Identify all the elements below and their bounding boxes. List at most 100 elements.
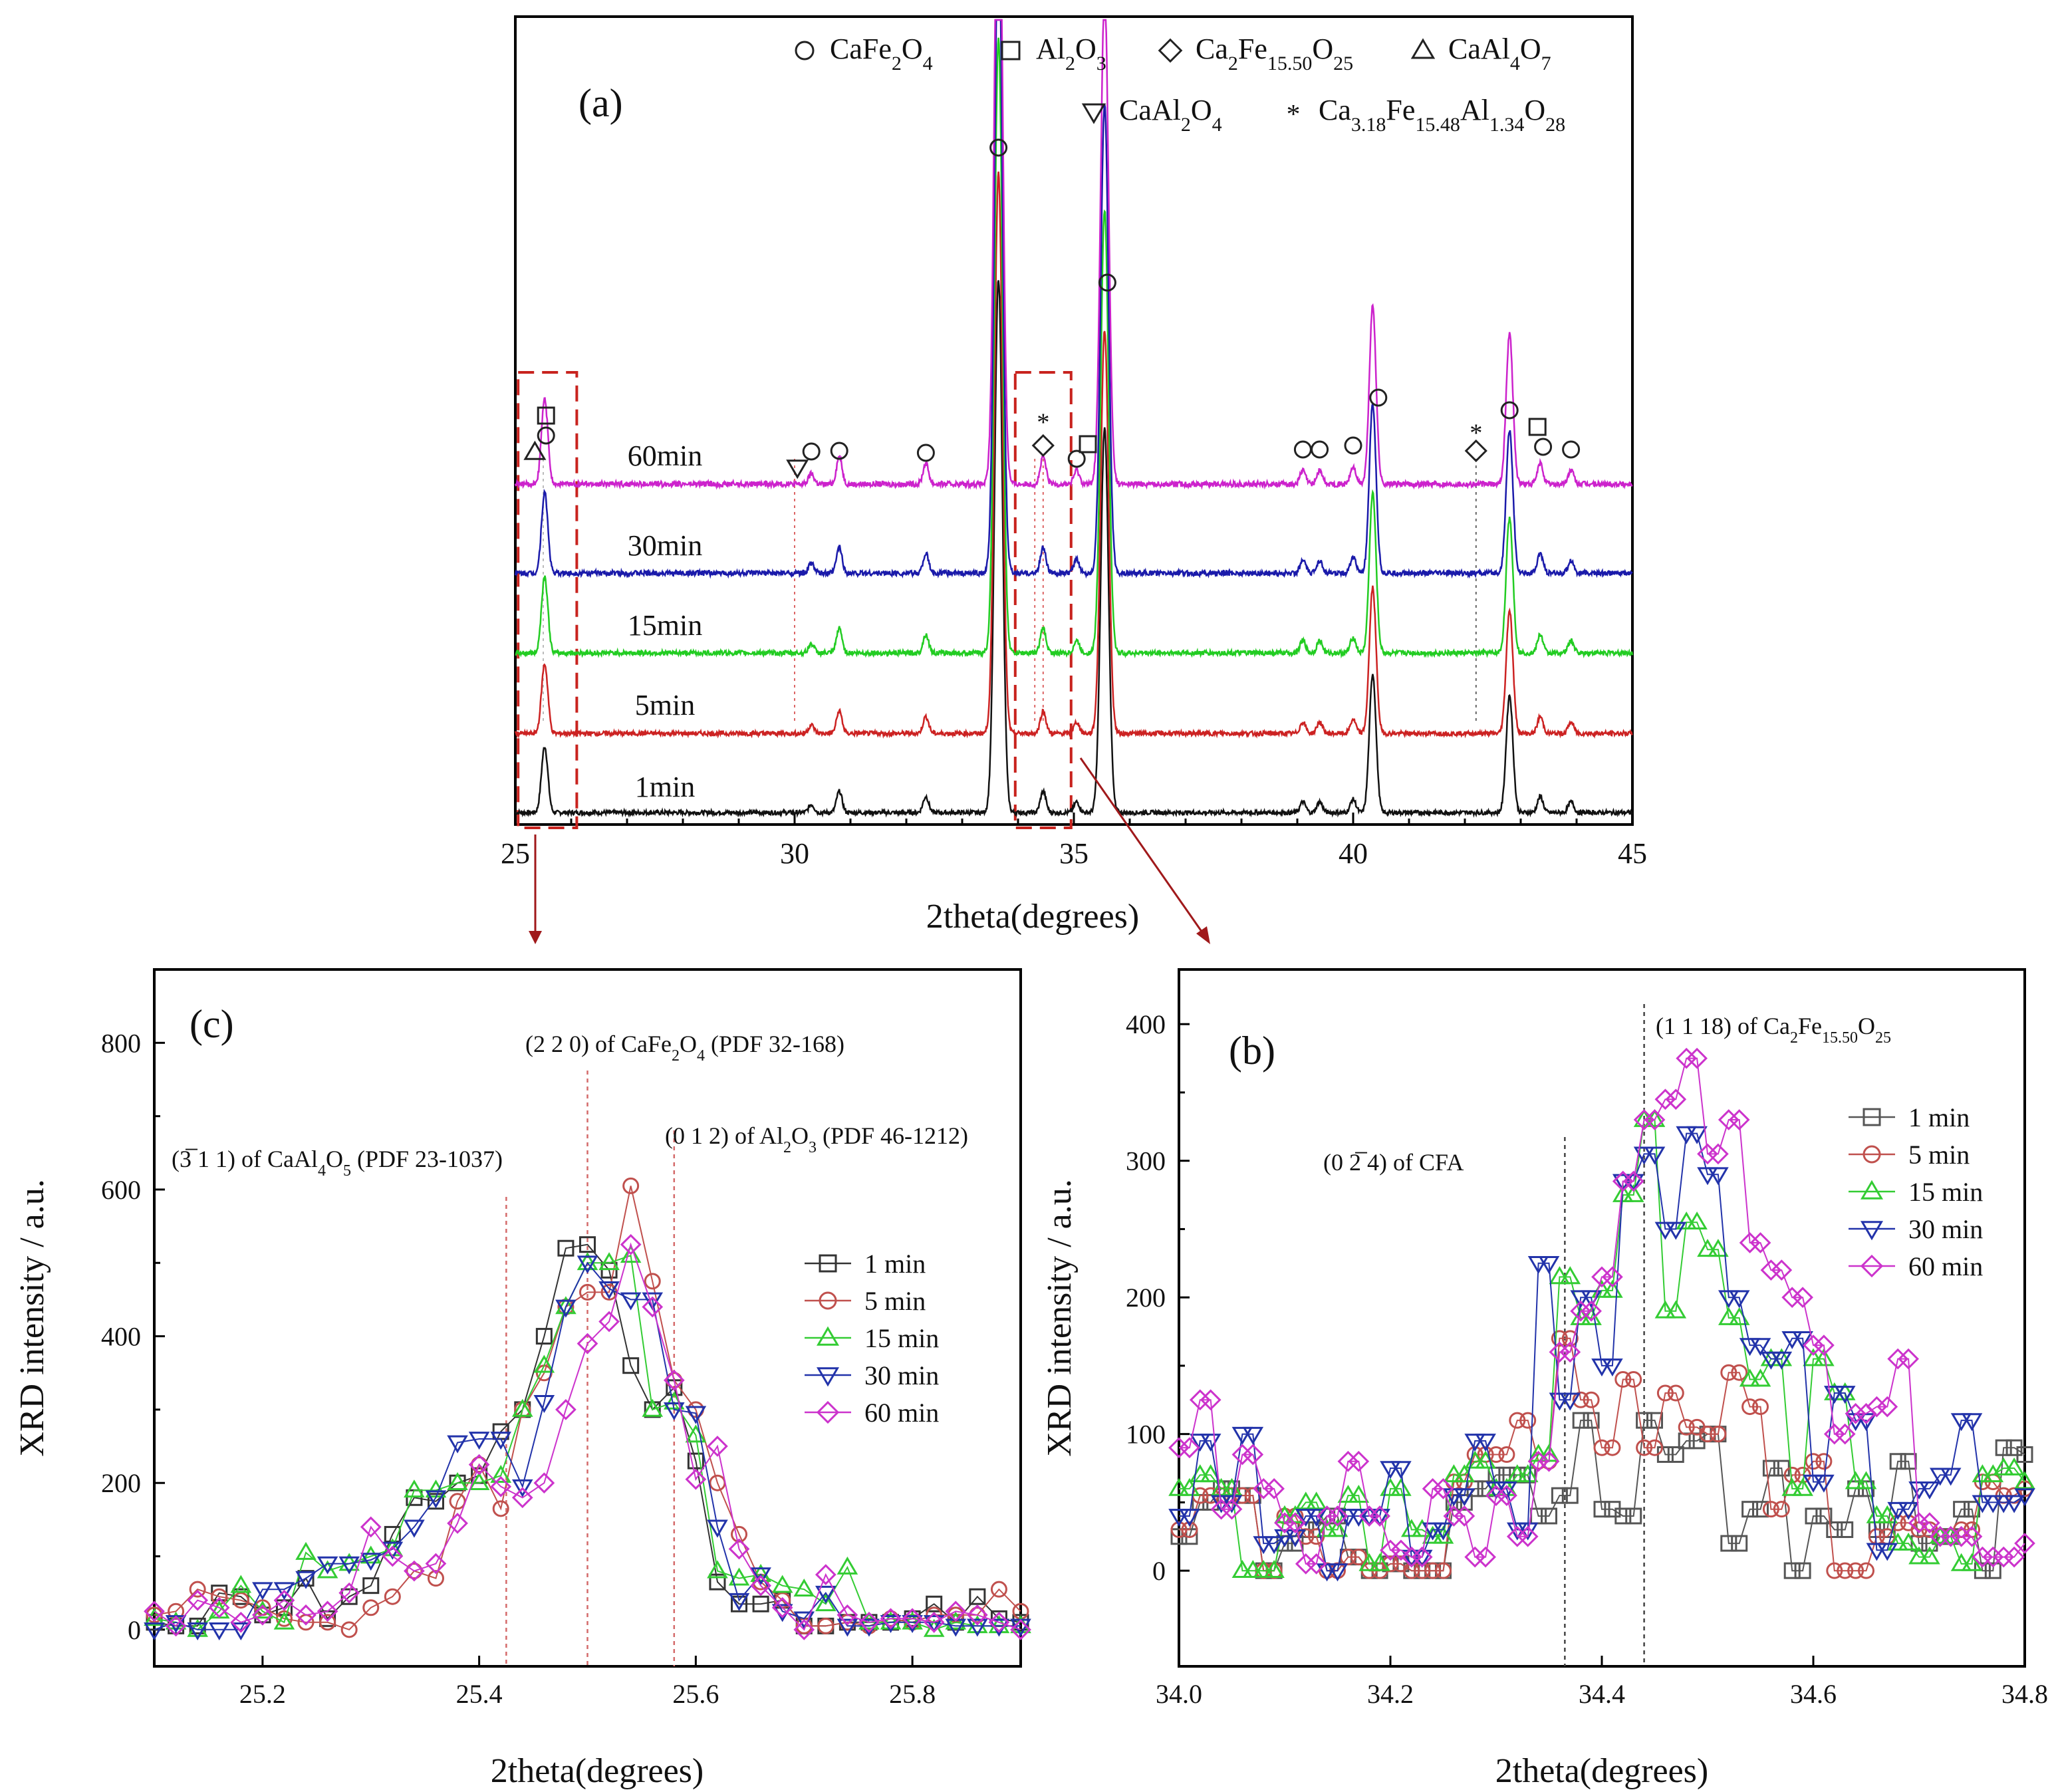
- panel-b-x-tick-label: 34.0: [1156, 1679, 1202, 1709]
- panel-a-marker-circle: [1534, 438, 1553, 456]
- panel-a-legend: CaFe2O4 Al2O3 Ca2Fe15.50O25 CaAl4O7 CaAl2O4 *…: [795, 33, 1565, 136]
- panel-c-point: [793, 1578, 815, 1597]
- panel-a-marker-circle: [830, 442, 848, 460]
- panel-c-point: [663, 1369, 685, 1391]
- panel-c-y-tick-label: 200: [101, 1468, 141, 1498]
- panel-b-point: [1168, 1477, 1190, 1496]
- panel-b-point: [1337, 1450, 1359, 1472]
- panel-c-point: [644, 1273, 661, 1290]
- panel-b-point: [1517, 1464, 1539, 1483]
- panel-b-point: [1773, 1501, 1790, 1518]
- panel-b-point: [1200, 1389, 1221, 1411]
- panel-b-point: [1837, 1521, 1854, 1539]
- panel-b-point: [1718, 1290, 1739, 1309]
- panel-a-marker-circle: [1562, 440, 1581, 459]
- panel-b-point: [1794, 1562, 1811, 1579]
- panel-b-series-60-min: [1168, 1047, 2035, 1575]
- panel-b-point: [1253, 1477, 1275, 1499]
- panel-c-point: [168, 1602, 185, 1620]
- panel-c-point: [252, 1604, 273, 1626]
- panel-a-label: (a): [578, 81, 623, 125]
- panel-c-x-axis-label: 2theta(degrees): [491, 1752, 704, 1790]
- panel-b-point: [2014, 1471, 2035, 1489]
- panel-b-point: [1295, 1491, 1317, 1510]
- panel-c-point: [771, 1597, 793, 1618]
- panel-c-point: [598, 1281, 620, 1300]
- panel-b-point: [1781, 1477, 1803, 1496]
- panel-b-point: [1686, 1126, 1708, 1144]
- panel-c-zoom-25: 25.2 25.4 25.6 25.8 0 200 400 600 800 (3̅ 1 1) o…: [13, 968, 1031, 1790]
- panel-b-point: [1327, 1519, 1349, 1537]
- panel-b-point: [1908, 1481, 1930, 1500]
- panel-b-point: [1667, 1384, 1684, 1402]
- panel-a-marker-circle: [1500, 401, 1519, 420]
- panel-a-x-tick-label: 30: [780, 837, 809, 870]
- panel-b-point: [1380, 1461, 1401, 1479]
- panel-a-marker-circle: [916, 444, 935, 462]
- panel-b-point: [1242, 1559, 1264, 1579]
- panel-b-point: [1390, 1539, 1412, 1561]
- panel-b-point: [1826, 1521, 1843, 1539]
- panel-b-point: [1771, 1351, 1793, 1370]
- panel-b-point: [1435, 1562, 1452, 1579]
- panel-c-point: [557, 1239, 575, 1257]
- panel-a-phase-markers: * *: [523, 138, 1581, 479]
- panel-b-point: [1625, 1507, 1642, 1525]
- panel-b-point: [1382, 1555, 1399, 1573]
- panel-c-point: [317, 1600, 338, 1622]
- panel-b-point: [1961, 1553, 1983, 1571]
- panel-b-point: [1400, 1546, 1422, 1568]
- panel-a-curves: [514, 19, 1634, 819]
- panel-c-point: [295, 1541, 317, 1560]
- panel-c-point: [709, 1573, 726, 1591]
- panel-b-point: [1390, 1477, 1412, 1496]
- panel-a-x-tick-label: 25: [501, 837, 530, 870]
- panel-b-point: [1919, 1481, 1940, 1500]
- panel-c-point: [425, 1553, 447, 1575]
- panel-b-point: [2014, 1533, 2035, 1554]
- panel-b-legend-marker: [1860, 1254, 1884, 1278]
- panel-c-y-tick-label: 400: [101, 1322, 141, 1352]
- panel-b-point: [1316, 1563, 1338, 1582]
- panel-c-point: [663, 1402, 685, 1421]
- panel-b-legend-marker: [1863, 1108, 1881, 1126]
- panel-c-point: [750, 1563, 771, 1582]
- panel-b-point: [1887, 1532, 1909, 1551]
- panel-b-point: [1678, 1418, 1695, 1436]
- panel-a-x-tick-label: 45: [1618, 837, 1647, 870]
- panel-c-point: [340, 1621, 358, 1638]
- panel-b-point: [1327, 1505, 1349, 1527]
- panel-c-point: [406, 1563, 423, 1580]
- panel-b-point: [1622, 1170, 1644, 1192]
- panel-a-x-tick-label: 35: [1059, 837, 1089, 870]
- panel-b-point: [1305, 1553, 1327, 1575]
- panel-b-point: [1667, 1446, 1684, 1463]
- panel-c-point: [923, 1611, 945, 1633]
- panel-b-point: [1898, 1501, 1919, 1520]
- panel-b-point: [1760, 1259, 1782, 1281]
- panel-b-point: [1348, 1484, 1370, 1503]
- panel-b-point: [1168, 1509, 1190, 1527]
- panel-b-point: [1826, 1562, 1843, 1579]
- panel-b-point: [1614, 1507, 1632, 1525]
- panel-b-point: [1834, 1423, 1856, 1445]
- panel-b-point: [1316, 1505, 1338, 1527]
- panel-c-point: [427, 1493, 444, 1510]
- panel-b-point: [1593, 1439, 1610, 1456]
- panel-c-legend-marker: [819, 1254, 837, 1273]
- panel-b-y-axis-label: XRD intensity / a.u.: [1041, 1179, 1079, 1456]
- panel-b-point: [1813, 1348, 1835, 1366]
- panel-a-legend-label: Ca2Fe15.50O25: [1196, 33, 1353, 74]
- panel-b-legend-marker: [1860, 1221, 1884, 1241]
- panel-c-point: [232, 1592, 249, 1609]
- panel-a-series-label: 5min: [635, 689, 695, 721]
- panel-b-reference-lines: (0 2̅ 4) of CFA (1 1 18) of Ca2Fe15.50O25: [1323, 1004, 1891, 1666]
- panel-b-point: [1792, 1331, 1813, 1349]
- panel-b-point: [1602, 1266, 1623, 1288]
- panel-c-point: [707, 1519, 728, 1538]
- panel-c-point: [511, 1479, 533, 1497]
- panel-a-marker-diamond: [1464, 439, 1487, 463]
- panel-b-point: [1231, 1426, 1253, 1445]
- panel-a-marker-circle: [1344, 436, 1362, 455]
- panel-c-point: [685, 1406, 707, 1424]
